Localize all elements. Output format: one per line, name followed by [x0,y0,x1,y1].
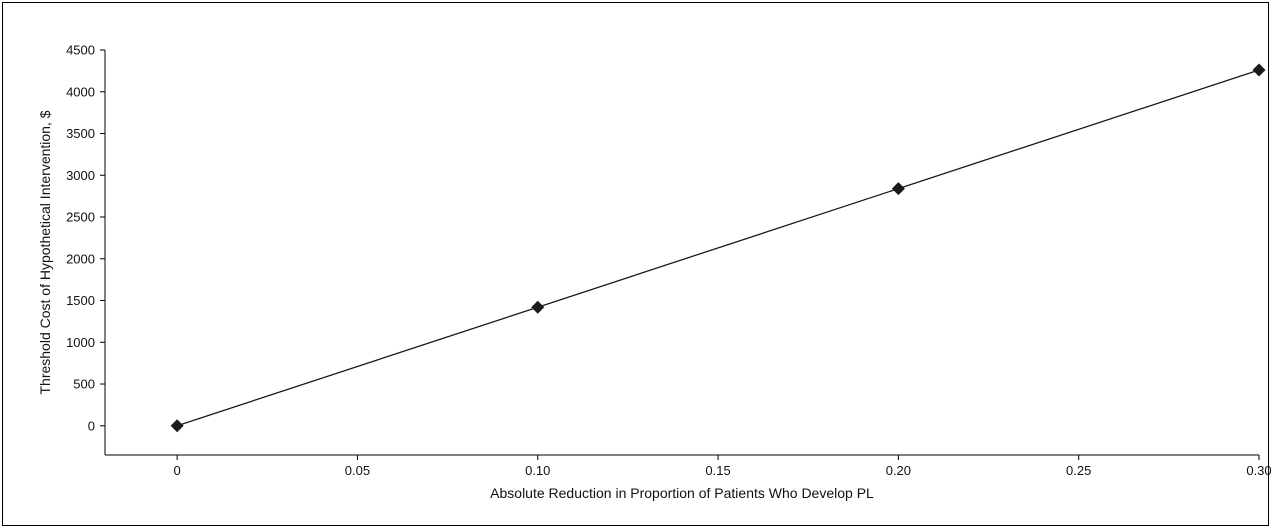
y-tick-label: 2500 [66,210,95,225]
data-point-marker [891,182,905,196]
y-tick-label: 3000 [66,168,95,183]
data-point-marker [170,419,184,433]
ticks: 0 500 1000 1500 2000 2500 3000 3500 4000 4500 0 0.0… [66,43,1272,479]
y-tick-label: 3500 [66,126,95,141]
x-tick-label: 0.20 [886,463,911,478]
x-tick-label: 0 [174,463,181,478]
x-tick-label: 0.10 [525,463,550,478]
y-axis-title: Threshold Cost of Hypothetical Intervent… [37,110,53,394]
x-tick-label: 0.25 [1066,463,1091,478]
series-line [176,69,1260,427]
data-point-marker [531,300,545,314]
axes [104,50,1259,456]
x-tick-label: 0.05 [345,463,370,478]
x-tick-label: 0.30 [1246,463,1271,478]
data-point-marker [1252,63,1266,77]
x-tick-label: 0.15 [705,463,730,478]
y-tick-label: 1000 [66,335,95,350]
y-tick-label: 500 [73,377,95,392]
y-tick-label: 0 [88,418,95,433]
x-axis-title: Absolute Reduction in Proportion of Pati… [490,485,874,501]
y-tick-label: 1500 [66,293,95,308]
y-tick-label: 2000 [66,251,95,266]
series-layer [170,63,1266,433]
y-tick-label: 4000 [66,84,95,99]
y-tick-label: 4500 [66,43,95,58]
